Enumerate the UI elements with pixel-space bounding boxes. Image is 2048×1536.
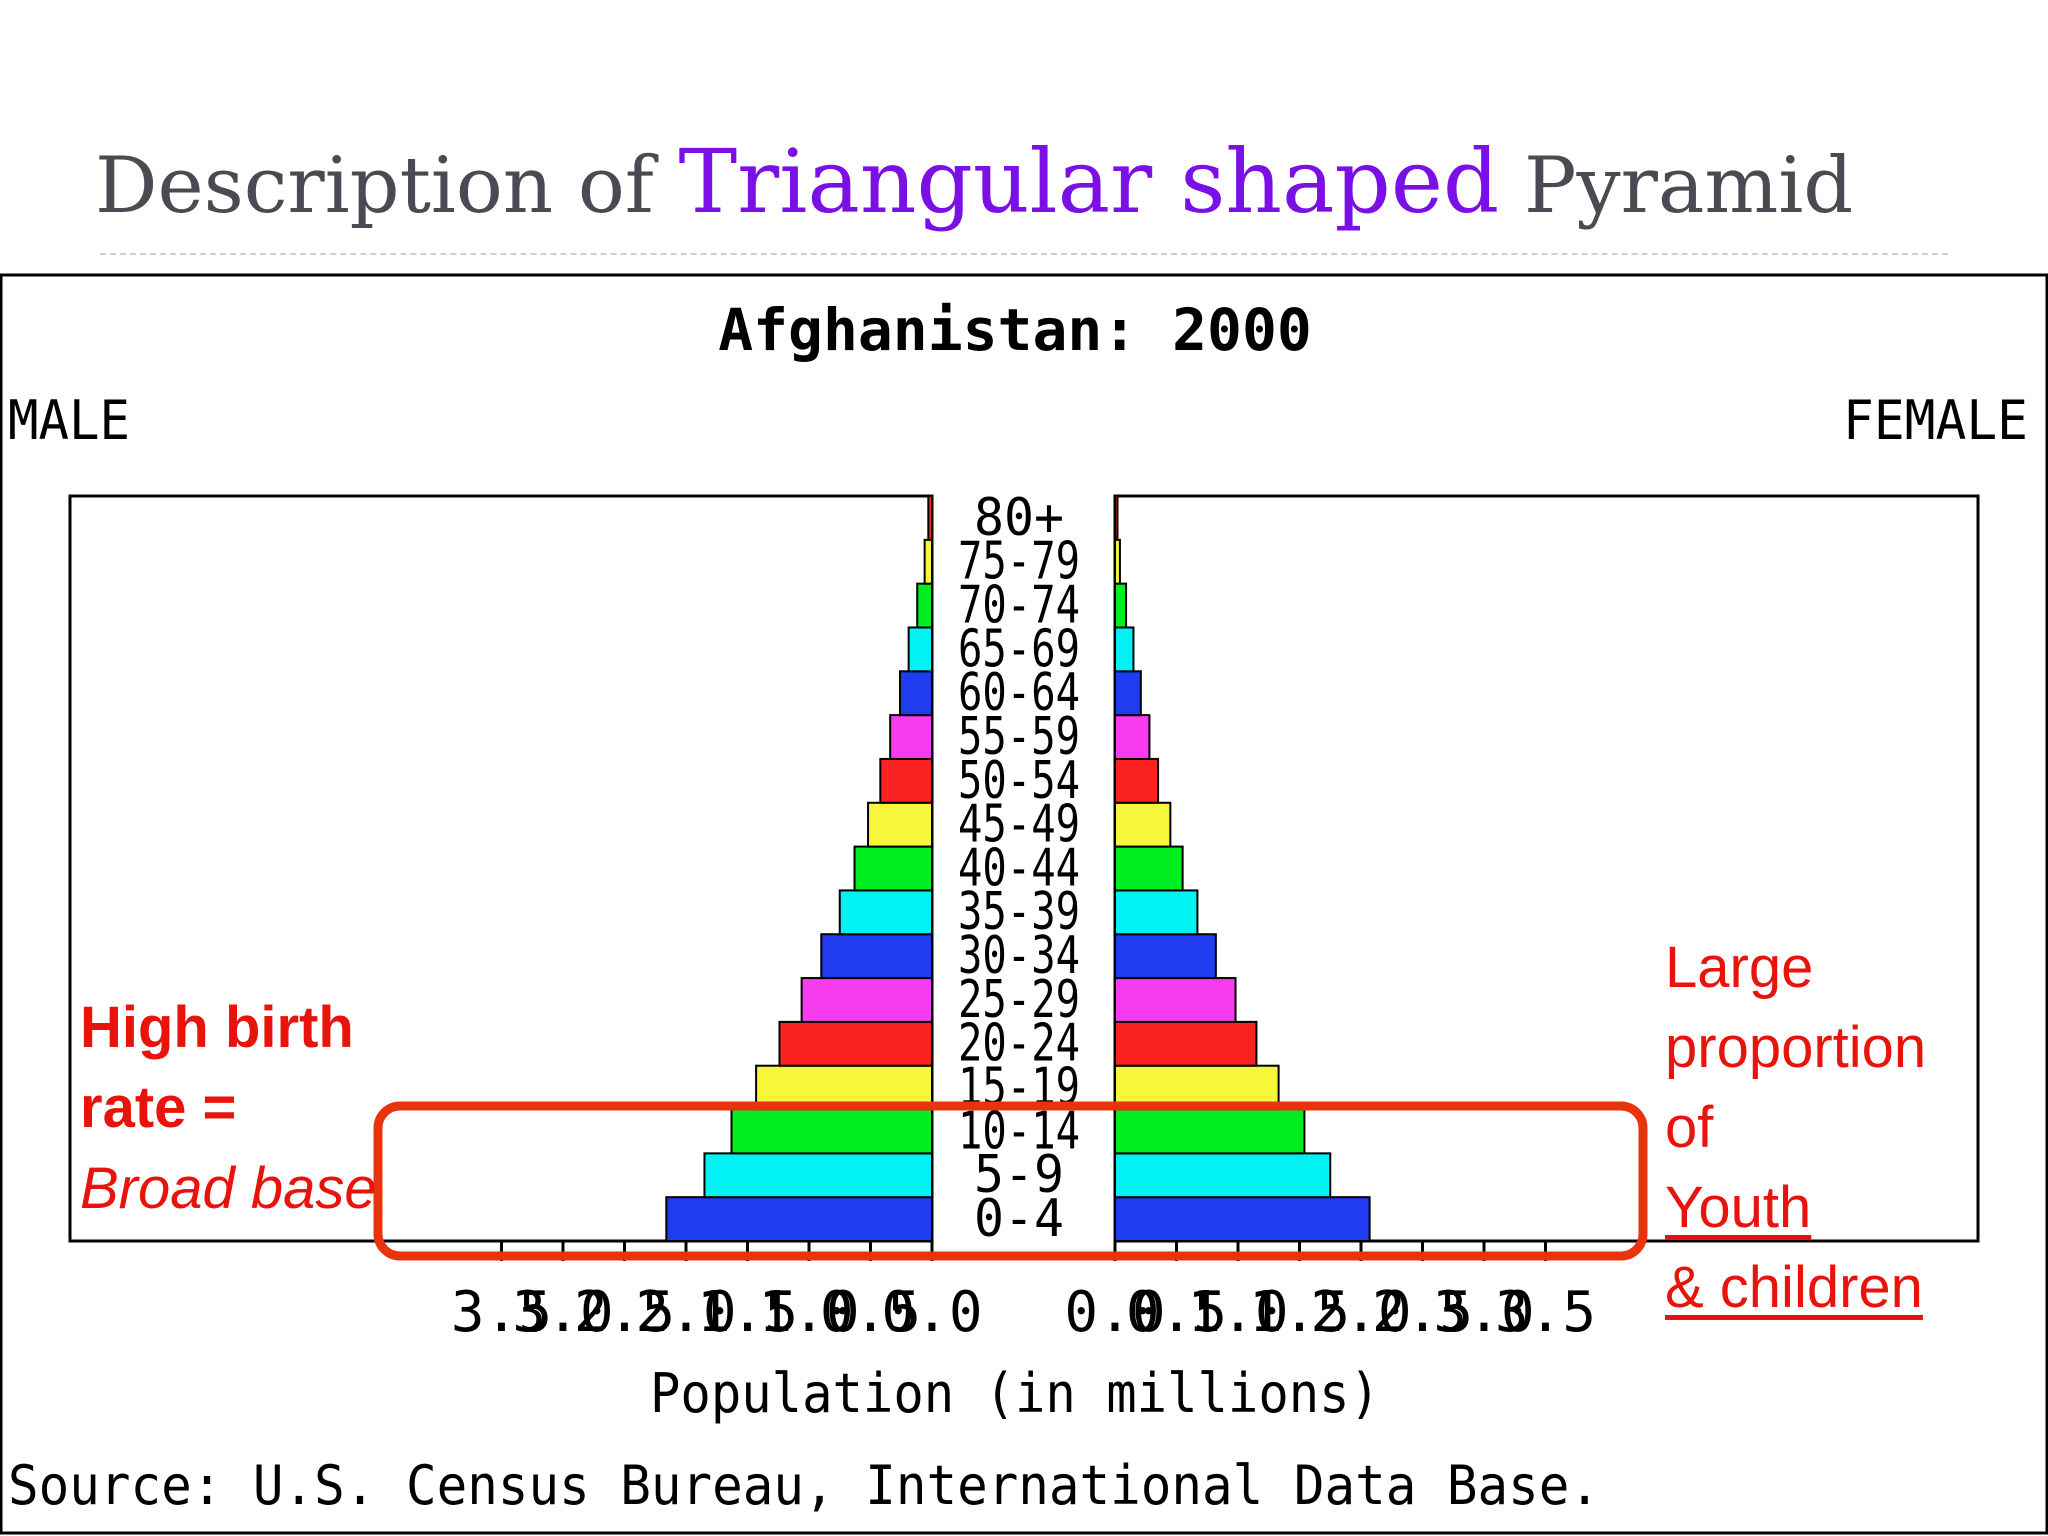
female-tick-label-1: 0.5 [1126,1280,1227,1345]
female-tick-label-4: 2.0 [1310,1280,1411,1345]
age-label-50-54: 50-54 [958,751,1080,811]
male-bar-5-9 [703,1152,934,1199]
annotation-left-line1: High birth [80,995,354,1060]
male-bar-75-79 [923,538,933,585]
male-bar-65-69 [907,626,934,673]
male-bar-25-29 [800,977,933,1023]
annotation-youth-word: Youth [1665,1175,1812,1240]
annotation-right-line2: proportion [1665,1015,1927,1080]
female-bar-35-39 [1114,889,1199,936]
age-label-35-39: 35-39 [958,882,1080,942]
slide-title: Description of Triangular shaped Pyramid [95,138,1853,226]
age-label-20-24: 20-24 [958,1014,1080,1074]
female-bar-65-69 [1114,626,1135,673]
female-bar-40-44 [1114,845,1184,892]
female-bar-50-54 [1114,757,1160,804]
age-label-30-34: 30-34 [958,926,1080,986]
high-birth-rate-annotation: High birth rate = Broad base [80,988,377,1230]
male-bar-50-54 [879,757,934,804]
male-bar-45-49 [867,801,933,848]
male-bar-35-39 [838,889,933,936]
age-label-55-59: 55-59 [958,707,1080,767]
female-tick-label-5: 2.5 [1372,1280,1473,1345]
annotation-left-line3: Broad base [80,1156,377,1221]
age-label-80+: 80+ [974,488,1064,548]
female-label: FEMALE [1843,389,2028,452]
chart-title: Afghanistan: 2000 [718,296,1312,364]
female-bar-45-49 [1114,801,1172,848]
male-bar-30-34 [820,933,933,980]
title-accent: Triangular shaped [678,130,1500,233]
female-tick-label-6: 3.0 [1433,1280,1534,1345]
male-bar-20-24 [778,1020,933,1067]
female-bar-25-29 [1114,977,1237,1023]
female-bar-80+ [1114,495,1119,541]
male-bar-0-4 [665,1196,933,1242]
x-axis-label: Population (in millions) [650,1362,1380,1425]
male-tick-label-2: 2.5 [574,1280,675,1345]
female-tick-label-7: 3.5 [1495,1280,1596,1345]
male-bar-10-14 [730,1108,934,1155]
age-label-70-74: 70-74 [958,575,1080,635]
female-bar-0-4 [1114,1196,1371,1242]
female-tick-label-0: 0.0 [1064,1280,1165,1345]
title-prefix: Description of [95,141,679,231]
title-suffix: Pyramid [1499,141,1854,231]
age-label-45-49: 45-49 [958,795,1080,855]
annotation-left-line2: rate = [80,1075,237,1140]
male-tick-label-5: 1.0 [758,1280,859,1345]
age-label-25-29: 25-29 [958,970,1080,1030]
male-tick-label-1: 3.0 [512,1280,613,1345]
female-bar-10-14 [1114,1108,1306,1155]
female-bar-55-59 [1114,714,1151,760]
age-label-75-79: 75-79 [958,532,1080,592]
male-bar-55-59 [889,714,933,760]
axis-ticks-group: 3.53.02.52.01.51.00.50.0 0.00.51.01.52.02… [451,1241,1596,1345]
source-note: Source: U.S. Census Bureau, Internationa… [8,1454,1600,1517]
male-label: MALE [8,389,130,452]
age-labels-group: 0-45-910-1415-1920-2425-2930-3435-3940-4… [958,488,1080,1249]
female-tick-label-3: 1.5 [1249,1280,1350,1345]
age-label-40-44: 40-44 [958,838,1080,898]
male-tick-label-6: 0.5 [820,1280,921,1345]
female-bar-30-34 [1114,933,1217,980]
population-pyramid-chart: Afghanistan: 2000 MALE FEMALE 0-45-910-1… [0,273,2048,1535]
title-divider [100,253,1948,255]
male-tick-label-7: 0.0 [881,1280,982,1345]
female-bar-5-9 [1114,1152,1332,1199]
annotation-children-text: & children [1665,1255,1923,1320]
age-label-0-4: 0-4 [974,1189,1064,1249]
male-bar-40-44 [853,845,934,892]
female-bar-20-24 [1114,1020,1258,1067]
female-bar-60-64 [1114,670,1142,717]
bars-group [665,495,1371,1242]
male-bar-60-64 [899,670,934,717]
youth-highlight-box [373,1101,1648,1261]
age-label-65-69: 65-69 [958,619,1080,679]
male-tick-label-3: 2.0 [635,1280,736,1345]
age-label-10-14: 10-14 [958,1101,1080,1161]
annotation-right-line4: & children [1665,1248,1926,1328]
age-label-60-64: 60-64 [958,663,1080,723]
male-tick-label-4: 1.5 [697,1280,798,1345]
female-tick-label-2: 1.0 [1187,1280,1288,1345]
age-label-5-9: 5-9 [974,1145,1064,1205]
female-bar-75-79 [1114,538,1121,585]
youth-proportion-annotation: Large proportion of Youth & children [1665,928,1926,1328]
male-bar-80+ [927,495,933,541]
male-bar-70-74 [916,582,933,629]
male-tick-label-0: 3.5 [451,1280,552,1345]
female-bar-70-74 [1114,582,1128,629]
annotation-right-line3-prefix: of [1665,1095,1714,1160]
annotation-right-line3: of Youth [1665,1088,1926,1248]
annotation-right-line1: Large [1665,935,1814,1000]
